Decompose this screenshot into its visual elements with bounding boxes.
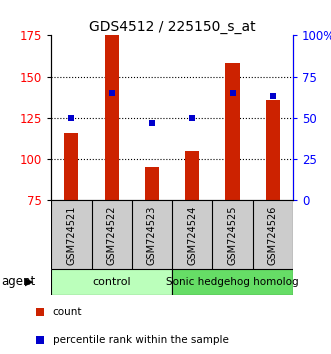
- Text: count: count: [53, 307, 82, 317]
- Text: GSM724524: GSM724524: [187, 206, 197, 265]
- Text: GSM724521: GSM724521: [67, 206, 76, 265]
- Bar: [172, 269, 293, 295]
- Text: percentile rank within the sample: percentile rank within the sample: [53, 335, 229, 345]
- Text: ▶: ▶: [25, 277, 34, 287]
- Bar: [225, 63, 240, 200]
- Text: control: control: [92, 277, 131, 287]
- Bar: [145, 167, 159, 200]
- Text: agent: agent: [2, 275, 36, 288]
- Text: GSM724526: GSM724526: [268, 206, 278, 265]
- Bar: [51, 269, 172, 295]
- Bar: [65, 132, 78, 200]
- Text: GSM724525: GSM724525: [227, 206, 238, 265]
- Text: GSM724522: GSM724522: [107, 206, 117, 265]
- Title: GDS4512 / 225150_s_at: GDS4512 / 225150_s_at: [89, 21, 256, 34]
- Text: GSM724523: GSM724523: [147, 206, 157, 265]
- Bar: [266, 99, 280, 200]
- Text: Sonic hedgehog homolog: Sonic hedgehog homolog: [166, 277, 299, 287]
- Bar: [105, 35, 119, 200]
- Bar: [185, 151, 199, 200]
